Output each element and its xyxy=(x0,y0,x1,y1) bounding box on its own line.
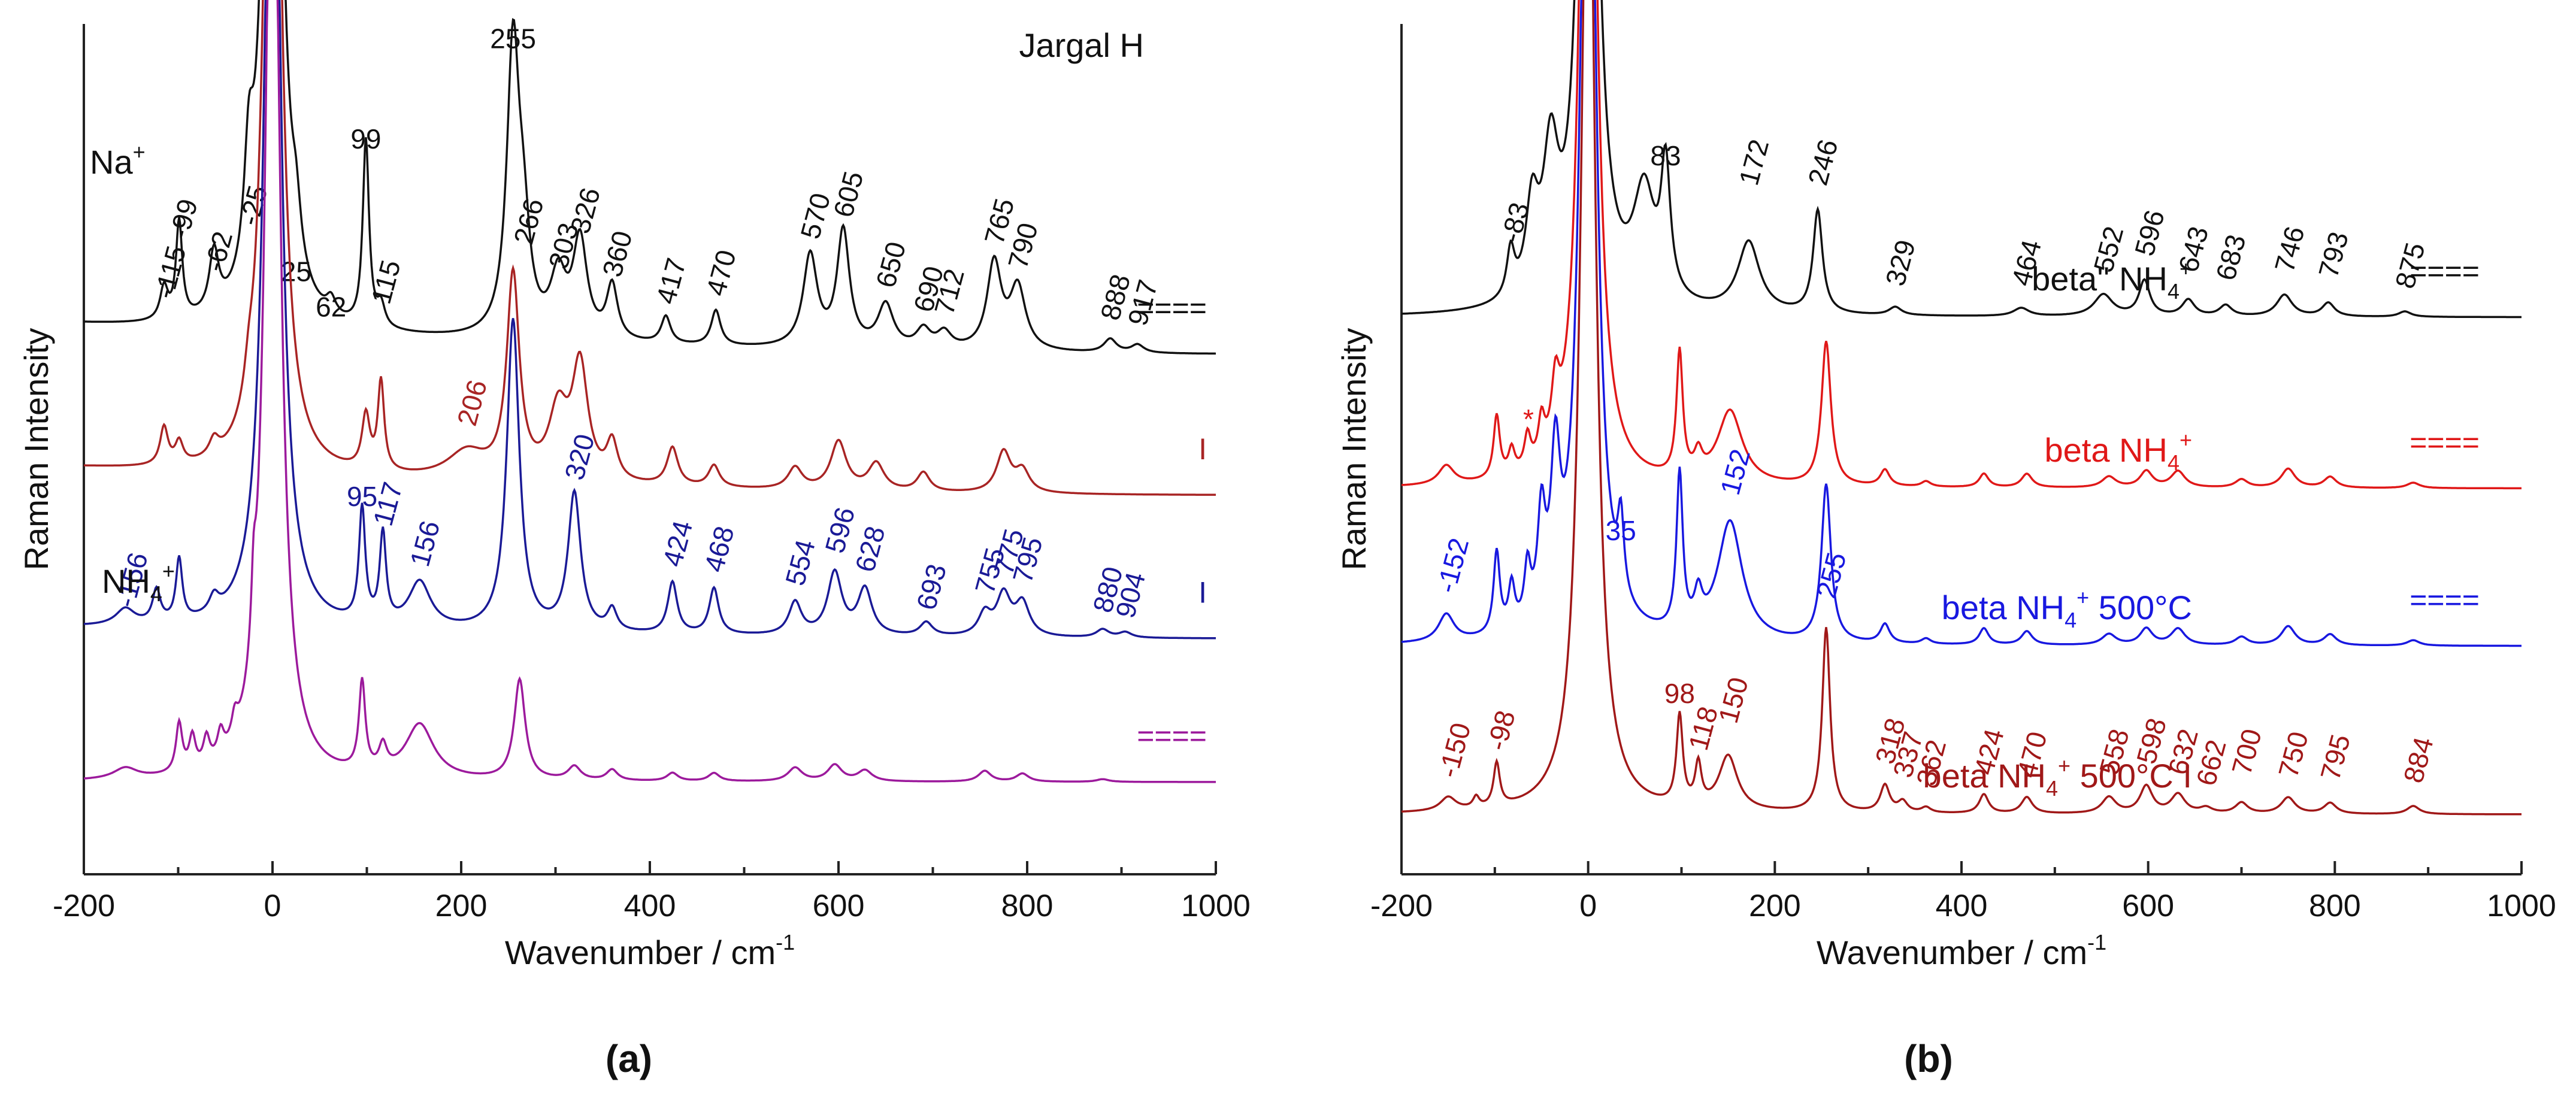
peak-label: 793 xyxy=(2312,228,2354,281)
x-tick-label: 1000 xyxy=(1181,889,1251,923)
x-tick-label: 0 xyxy=(1579,889,1597,923)
peak-label: 468 xyxy=(698,523,740,575)
figure-annotation-title: Jargal H xyxy=(1019,26,1144,64)
peak-label: -98 xyxy=(1481,707,1521,754)
x-tick-label: 1000 xyxy=(2487,889,2556,923)
spectrum-line xyxy=(1401,0,2521,647)
peak-label: -83 xyxy=(1495,199,1535,246)
x-tick-label: 600 xyxy=(2122,889,2174,923)
peak-label: 320 xyxy=(558,431,600,483)
peak-label: 98 xyxy=(1664,678,1695,709)
peak-label: 693 xyxy=(910,560,952,613)
peak-label: 605 xyxy=(827,168,869,221)
peak-label: 596 xyxy=(2129,207,2171,259)
peak-label: 255 xyxy=(1810,549,1852,602)
peak-label: -99 xyxy=(164,196,204,243)
peak-label: 554 xyxy=(779,537,821,589)
spectrum-line xyxy=(1401,0,2521,816)
peak-label: 643 xyxy=(2172,223,2214,275)
peak-label: 83 xyxy=(1650,140,1681,171)
panel-label: (b) xyxy=(1904,1037,1953,1080)
peak-label: 62 xyxy=(316,291,346,322)
peak-label: 118 xyxy=(1682,703,1724,753)
x-tick-label: 800 xyxy=(2309,889,2361,923)
x-tick-label: -200 xyxy=(53,889,115,923)
series-label: beta NH4+ xyxy=(2045,428,2193,475)
series-label: beta NH4+ 500°C I xyxy=(1923,753,2192,801)
spectrum-line xyxy=(1401,0,2521,490)
peak-label: 172 xyxy=(1733,136,1775,189)
peak-label: 884 xyxy=(2398,734,2439,786)
spectrum-line xyxy=(1401,0,2521,319)
peak-label: 266 xyxy=(507,195,549,248)
peak-label: 683 xyxy=(2209,231,2251,284)
peak-label: 246 xyxy=(1802,136,1844,189)
series-0: -115-99-62-25256299115255266303326360417… xyxy=(84,0,1216,355)
peak-label: 329 xyxy=(1879,237,1921,289)
peak-label: 650 xyxy=(870,238,912,291)
peak-label: 570 xyxy=(794,190,836,243)
series-1: 206 I xyxy=(84,0,1216,496)
peak-label: 470 xyxy=(700,247,742,299)
peak-label: 95 xyxy=(347,481,377,512)
x-tick-label: 400 xyxy=(624,889,676,923)
peak-label: -150 xyxy=(1432,719,1476,780)
series-3: ==== xyxy=(84,0,1216,783)
y-axis-title: Raman Intensity xyxy=(1335,328,1373,571)
x-tick-label: 400 xyxy=(1936,889,1988,923)
peak-label: 152 xyxy=(1714,446,1756,498)
series-1: * ==== beta NH4+ xyxy=(1401,0,2521,490)
x-tick-label: 200 xyxy=(435,889,488,923)
x-axis-title: Wavenumber / cm-1 xyxy=(505,930,795,971)
peak-label: -152 xyxy=(1430,535,1475,596)
series-marker: ==== xyxy=(1137,719,1207,753)
series-label: Na+ xyxy=(90,140,146,181)
peak-label: 795 xyxy=(2314,731,2356,784)
peak-label: 99 xyxy=(350,123,381,154)
series-marker: ==== xyxy=(1137,292,1207,325)
peak-label: 156 xyxy=(404,517,446,570)
spectrum-line xyxy=(84,0,1216,496)
panel-a: -200 0 200 400 600 800 1000 Wavenumber / cm-1 Ra… xyxy=(17,0,1251,1080)
y-axis-title: Raman Intensity xyxy=(17,328,55,571)
series-label: NH4+ xyxy=(102,559,175,606)
peak-label: 35 xyxy=(1606,515,1636,546)
x-tick-label: -200 xyxy=(1370,889,1433,923)
peak-label: -25 xyxy=(233,182,273,229)
x-tick-label: 0 xyxy=(264,889,281,923)
series-2: 35 152 -152 255 ==== beta NH4+ 500°C xyxy=(1401,0,2521,647)
peak-label: 255 xyxy=(490,23,536,54)
peak-label: 746 xyxy=(2269,223,2311,275)
series-marker: ==== xyxy=(2409,583,2480,617)
panel-label: (a) xyxy=(606,1037,652,1080)
series-marker: ==== xyxy=(2409,254,2480,288)
series-label: beta'' NH4+ xyxy=(2032,256,2192,304)
series-label: beta NH4+ 500°C xyxy=(1942,585,2192,632)
peak-label: 326 xyxy=(564,184,606,237)
peak-label: 700 xyxy=(2226,726,2268,778)
x-tick-label: 800 xyxy=(1001,889,1054,923)
x-tick-label: 200 xyxy=(1749,889,1801,923)
peak-label: 417 xyxy=(650,254,692,307)
peak-label: 206 xyxy=(451,377,493,429)
peak-label: 424 xyxy=(656,517,698,570)
spectrum-line xyxy=(84,0,1216,783)
spectrum-line xyxy=(84,0,1216,355)
peak-label: * xyxy=(1523,404,1534,435)
x-axis-title: Wavenumber / cm-1 xyxy=(1817,930,2106,971)
x-tick-label: 600 xyxy=(813,889,865,923)
peak-label: 750 xyxy=(2272,728,2314,781)
panel-b: -200 0 200 400 600 800 1000 Wavenumber / cm-1 Ra… xyxy=(1335,0,2556,1080)
series-marker: I xyxy=(1198,432,1207,466)
spectrum-line xyxy=(84,0,1216,640)
series-marker: I xyxy=(1198,576,1207,610)
peak-label: 360 xyxy=(596,228,638,280)
series-marker: ==== xyxy=(2409,426,2480,459)
